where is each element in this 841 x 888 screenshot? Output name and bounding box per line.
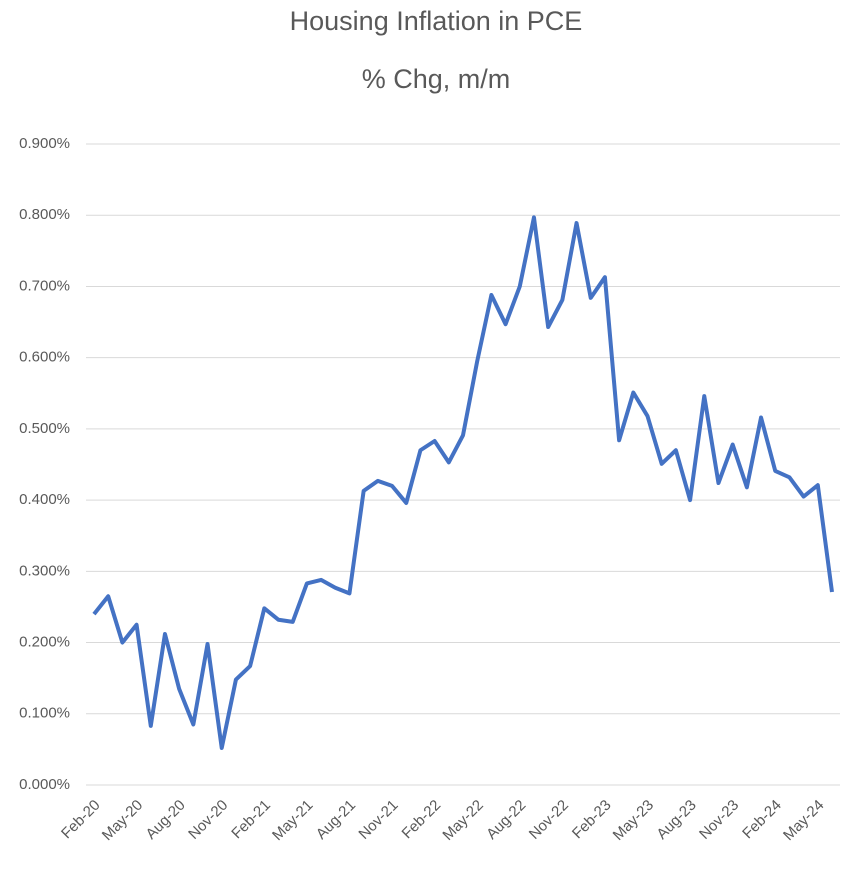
x-tick-label: Aug-23 [653, 797, 699, 843]
x-tick-label: May-22 [439, 797, 486, 844]
x-tick-label: Feb-20 [58, 797, 104, 843]
y-tick-label: 0.200% [19, 634, 70, 651]
chart-title: Housing Inflation in PCE [290, 6, 583, 36]
chart-subtitle: % Chg, m/m [362, 64, 511, 94]
x-tick-label: Nov-20 [185, 797, 231, 843]
x-tick-label: Nov-22 [526, 797, 572, 843]
x-tick-label: Aug-22 [483, 797, 529, 843]
y-tick-label: 0.800% [19, 206, 70, 223]
x-tick-label: Feb-23 [569, 797, 615, 843]
y-tick-label: 0.700% [19, 277, 70, 294]
y-tick-label: 0.100% [19, 705, 70, 722]
x-tick-label: Feb-24 [739, 797, 785, 843]
x-tick-label: Nov-21 [355, 797, 401, 843]
x-tick-label: May-21 [269, 797, 316, 844]
y-tick-label: 0.300% [19, 562, 70, 579]
x-tick-label: May-24 [780, 797, 827, 844]
x-tick-label: Feb-22 [399, 797, 445, 843]
x-tick-label: May-20 [99, 797, 146, 844]
x-tick-label: Aug-20 [143, 797, 189, 843]
x-tick-label: May-23 [610, 797, 657, 844]
y-tick-label: 0.600% [19, 349, 70, 366]
x-tick-label: Feb-21 [228, 797, 274, 843]
x-tick-label: Nov-23 [696, 797, 742, 843]
line-series [92, 215, 834, 750]
y-tick-label: 0.500% [19, 420, 70, 437]
y-tick-label: 0.400% [19, 491, 70, 508]
x-tick-label: Aug-21 [313, 797, 359, 843]
y-tick-label: 0.900% [19, 135, 70, 152]
y-tick-label: 0.000% [19, 776, 70, 793]
